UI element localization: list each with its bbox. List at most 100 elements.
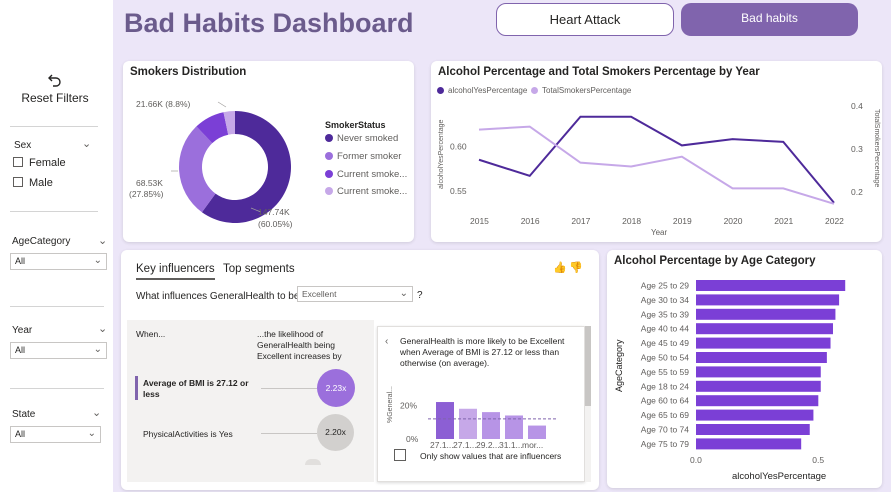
legend-dot — [325, 152, 333, 160]
bar[interactable] — [696, 438, 802, 450]
influencer-row-text[interactable]: Average of BMI is 27.12 or less — [143, 378, 249, 399]
connector-line — [261, 433, 317, 434]
legend-item-current-1[interactable]: Current smoke... — [325, 169, 407, 180]
donut-slice[interactable] — [178, 126, 216, 213]
donut-slice[interactable] — [201, 111, 291, 224]
year-dropdown[interactable]: All ⌄ — [10, 342, 107, 359]
detail-description: GeneralHealth is more likely to be Excel… — [400, 336, 565, 368]
y-tick-label: Age 25 to 29 — [641, 281, 689, 291]
x-tick-label: 0.0 — [690, 455, 702, 465]
y-tick-label: Age 55 to 59 — [641, 367, 689, 377]
key-influencers-card: Key influencers Top segments 👍 👎 What in… — [121, 250, 599, 490]
bar[interactable] — [696, 323, 833, 335]
series-line[interactable] — [478, 125, 835, 205]
alcohol-smokers-line-card: Alcohol Percentage and Total Smokers Per… — [431, 61, 882, 242]
bar[interactable] — [696, 395, 819, 407]
donut-slice[interactable] — [223, 111, 235, 135]
y-tick-label: Age 40 to 44 — [641, 324, 689, 334]
checkbox[interactable] — [13, 177, 23, 187]
detail-bar[interactable] — [505, 415, 523, 439]
smokers-distribution-card: Smokers Distribution 21.66K (8.8%) 68.53… — [123, 61, 414, 242]
detail-bar[interactable] — [459, 408, 477, 439]
donut-chart — [171, 101, 291, 224]
chevron-down-icon[interactable]: ⌄ — [92, 407, 102, 419]
y-tick-label: Age 18 to 24 — [641, 381, 689, 391]
influencer-row-text[interactable]: PhysicalActivities is Yes — [143, 429, 233, 439]
card-title: Alcohol Percentage and Total Smokers Per… — [438, 66, 760, 78]
sex-option-male[interactable]: Male — [13, 177, 53, 189]
chevron-down-icon: ⌄ — [93, 344, 102, 355]
tab-key-influencers[interactable]: Key influencers — [136, 263, 215, 280]
legend-dot — [325, 134, 333, 142]
column-header-when: When... — [136, 329, 166, 339]
y-tick-label: Age 35 to 39 — [641, 309, 689, 319]
age-category-dropdown[interactable]: All ⌄ — [10, 253, 107, 270]
bar[interactable] — [696, 366, 821, 378]
state-dropdown[interactable]: All ⌄ — [10, 426, 101, 443]
x-axis-title: Year — [651, 228, 668, 237]
checkbox[interactable] — [13, 157, 23, 167]
heart-attack-nav-button[interactable]: Heart Attack — [496, 3, 674, 36]
detail-bar[interactable] — [528, 425, 546, 439]
legend-item-former[interactable]: Former smoker — [325, 151, 401, 162]
influence-target-dropdown[interactable]: Excellent ⌄ — [297, 286, 413, 302]
legend-item-alcohol[interactable]: alcoholYesPercentage — [437, 86, 527, 95]
influencer-factor-bubble[interactable]: 2.20x — [317, 414, 354, 451]
bar[interactable] — [696, 380, 821, 392]
undo-icon — [48, 74, 61, 87]
scrollbar[interactable] — [585, 326, 591, 482]
bar[interactable] — [696, 424, 810, 435]
chevron-down-icon: ⌄ — [93, 255, 102, 266]
detail-bar[interactable] — [482, 412, 500, 439]
y-tick-label: Age 70 to 74 — [641, 425, 689, 435]
sex-option-female[interactable]: Female — [13, 157, 66, 169]
thumbs-up-icon[interactable]: 👍 — [553, 262, 567, 274]
reset-filters-button[interactable]: Reset Filters — [10, 70, 100, 110]
donut-slice[interactable] — [196, 112, 229, 144]
bar[interactable] — [696, 352, 827, 363]
x-tick-label: 2019 — [673, 216, 692, 226]
bar[interactable] — [696, 409, 814, 421]
legend-label: TotalSmokersPercentage — [542, 86, 632, 95]
card-title: Smokers Distribution — [130, 66, 247, 78]
legend-item-never[interactable]: Never smoked — [325, 133, 398, 144]
y-tick-label: 0.60 — [450, 141, 467, 151]
filter-pane: Reset Filters Sex ⌄ Female Male AgeCateg… — [0, 0, 113, 492]
selected-row-marker — [135, 376, 138, 400]
legend-label: Current smoke... — [337, 186, 408, 197]
series-line[interactable] — [478, 115, 835, 204]
influencers-only-checkbox[interactable] — [394, 449, 406, 461]
x-tick-label: 0.5 — [812, 455, 824, 465]
detail-bar[interactable] — [436, 402, 454, 439]
detail-y-axis-title: %General... — [387, 386, 394, 423]
bar[interactable] — [696, 280, 846, 291]
x-tick-label: 2016 — [521, 216, 540, 226]
donut-label-top: 21.66K (8.8%) — [136, 99, 191, 109]
legend-label: alcoholYesPercentage — [448, 86, 528, 95]
option-label: Male — [29, 177, 53, 189]
back-chevron-icon[interactable]: ‹ — [385, 336, 389, 347]
bar[interactable] — [696, 337, 831, 349]
y-tick-label: 0% — [406, 434, 419, 444]
donut-label-right-pct: (60.05%) — [258, 219, 293, 229]
scrollbar-thumb[interactable] — [585, 326, 591, 406]
legend-item-current-2[interactable]: Current smoke... — [325, 186, 407, 197]
thumbs-down-icon[interactable]: 👎 — [569, 262, 583, 274]
checkbox-label: Only show values that are influencers — [420, 451, 562, 461]
bad-habits-nav-button[interactable]: Bad habits — [681, 3, 858, 36]
influencer-factor-bubble[interactable]: 2.23x — [317, 369, 355, 407]
y-tick-label: 0.2 — [851, 187, 863, 197]
legend-item-smokers[interactable]: TotalSmokersPercentage — [531, 86, 631, 95]
option-label: Female — [29, 157, 66, 169]
x-tick-label: 31.1... — [499, 440, 523, 450]
chevron-down-icon[interactable]: ⌄ — [98, 235, 108, 247]
bar[interactable] — [696, 308, 836, 320]
dropdown-value: All — [15, 256, 26, 266]
question-mark: ? — [417, 290, 423, 301]
chevron-down-icon[interactable]: ⌄ — [98, 323, 108, 335]
chevron-down-icon[interactable]: ⌄ — [82, 138, 92, 150]
x-tick-label: 2018 — [622, 216, 641, 226]
dropdown-value: All — [15, 429, 26, 439]
bar[interactable] — [696, 294, 840, 306]
tab-top-segments[interactable]: Top segments — [223, 263, 295, 275]
